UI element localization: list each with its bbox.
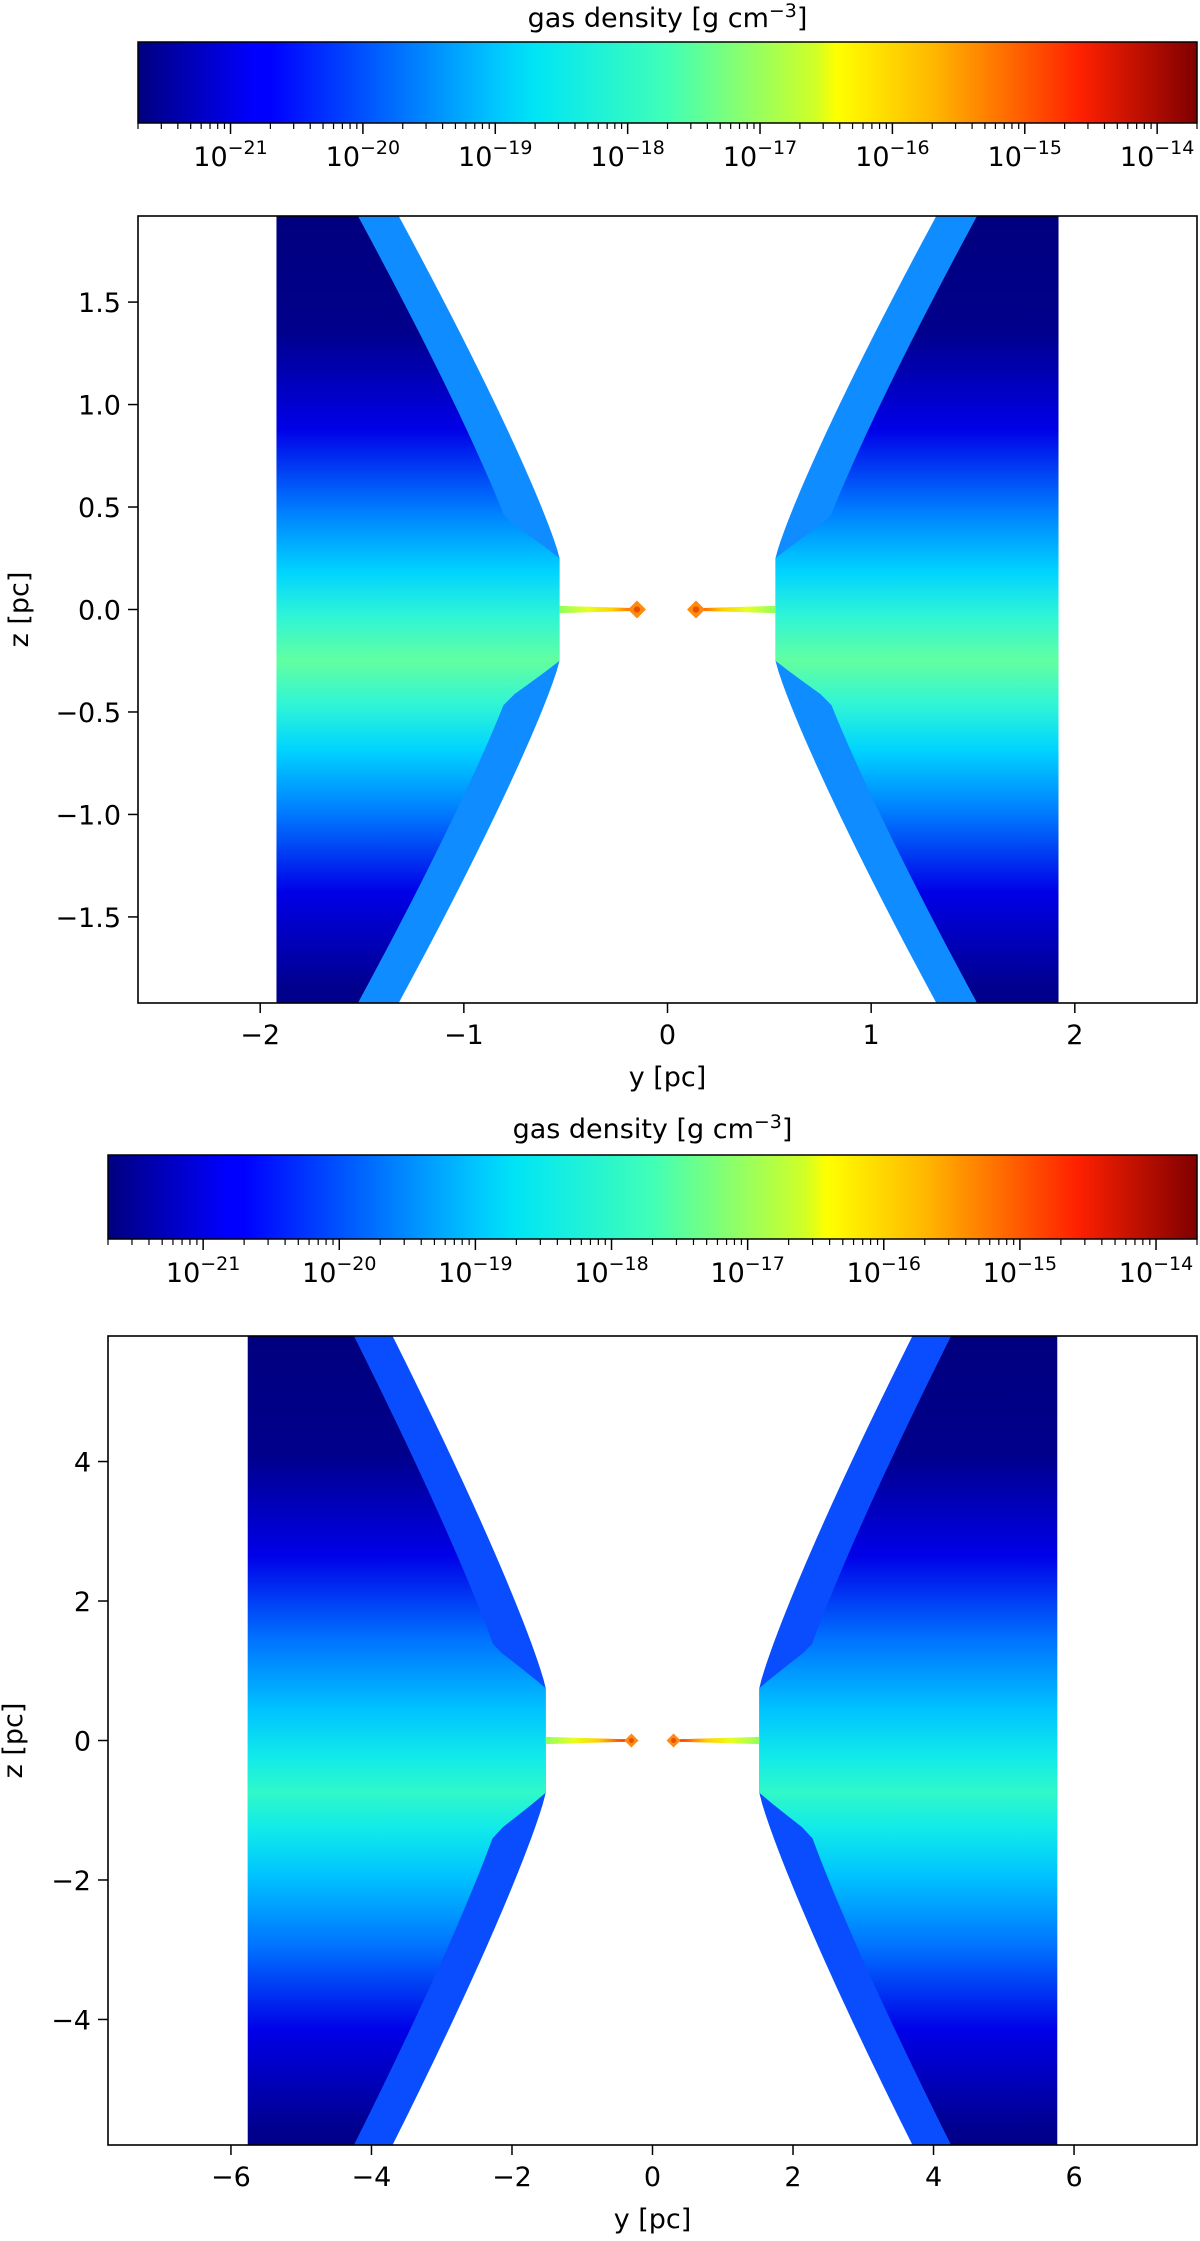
panel2-y-tick-label: 4 (74, 1448, 91, 1479)
panel1-y-tick-label: 1.5 (78, 288, 121, 319)
panel2-colorbar-tick-label: 10−18 (574, 1253, 648, 1289)
panel1-colorbar-tick-label: 10−14 (1120, 137, 1194, 173)
panel2-sink-core (628, 1738, 634, 1743)
panel1-colorbar-tick-label: 10−16 (855, 137, 929, 173)
panel2-envelope-left (247, 1336, 546, 2145)
panel2-x-tick-label: 4 (925, 2162, 942, 2193)
panel2-y-tick-label: −4 (51, 2005, 91, 2036)
panel1-y-tick-label: −1.0 (55, 800, 121, 831)
panel1-y-axis-label: z [pc] (4, 572, 35, 648)
panel2-x-tick-label: 2 (784, 2162, 801, 2193)
panel1-midplane-stream-right (693, 605, 776, 614)
panel2-sink-core (671, 1738, 677, 1743)
panel1-x-tick-label: 0 (659, 1020, 676, 1051)
panel2-colorbar-tick-label: 10−14 (1119, 1253, 1193, 1289)
panel1-plot-area (276, 216, 1059, 1003)
panel1-envelope-left (276, 216, 560, 1003)
panel1: gas density [g cm−3] 10−21 10−20 10−19 10−18… (4, 0, 1198, 1093)
panel1-colorbar-tick-label: 10−21 (193, 137, 267, 173)
panel1-sink-core (633, 606, 641, 613)
panel2-x-tick-label: −6 (211, 2162, 251, 2193)
panel1-x-tick-label: −1 (444, 1020, 484, 1051)
panel2-x-tick-label: 0 (644, 2162, 661, 2193)
panel1-colorbar (138, 42, 1197, 123)
panel2-midplane-stream-left (545, 1736, 626, 1745)
panel2-colorbar-tick-label: 10−21 (166, 1253, 240, 1289)
panel2-x-tick-label: 6 (1065, 2162, 1082, 2193)
panel1-x-tick-label: −2 (240, 1020, 280, 1051)
panel2-y-tick-label: −2 (51, 1866, 91, 1897)
panel2-colorbar-tick-label: 10−19 (438, 1253, 512, 1289)
panel1-y-tick-label: −1.5 (55, 903, 121, 934)
panel1-x-axis-label: y [pc] (629, 1062, 707, 1093)
panel2-colorbar-tick-label: 10−17 (710, 1253, 784, 1289)
panel2-colorbar-label: gas density [g cm−3] (513, 1111, 793, 1145)
panel2-x-tick-label: −4 (352, 2162, 392, 2193)
panel1-colorbar-tick-label: 10−15 (988, 137, 1062, 173)
panel1-colorbar-tick-label: 10−19 (458, 137, 532, 173)
panel2-colorbar-tick-label: 10−20 (302, 1253, 376, 1289)
panel1-x-tick-label: 1 (863, 1020, 880, 1051)
panel1-y-tick-label: 0.5 (78, 493, 121, 524)
panel2-colorbar-tick-label: 10−16 (847, 1253, 921, 1289)
panel1-colorbar-tick-label: 10−20 (326, 137, 400, 173)
panel1-y-tick-label: 0.0 (78, 596, 121, 627)
panel2-colorbar-tick-label: 10−15 (983, 1253, 1057, 1289)
panel2-y-tick-label: 0 (74, 1727, 91, 1758)
panel2: gas density [g cm−3] 10−21 10−20 10−19 10−18… (0, 1111, 1198, 2235)
panel2-colorbar (108, 1155, 1197, 1239)
panel2-plot-area (247, 1336, 1058, 2145)
panel1-envelope-right (775, 216, 1059, 1003)
panel2-envelope-right (759, 1336, 1058, 2145)
panel1-colorbar-tick-label: 10−17 (723, 137, 797, 173)
panel2-y-axis-label: z [pc] (0, 1703, 29, 1779)
panel1-colorbar-label: gas density [g cm−3] (528, 0, 808, 34)
panel1-y-tick-label: −0.5 (55, 698, 121, 729)
panel1-colorbar-tick-label: 10−18 (590, 137, 664, 173)
panel2-y-tick-label: 2 (74, 1587, 91, 1618)
panel1-x-tick-label: 2 (1066, 1020, 1083, 1051)
panel2-midplane-stream-right (679, 1736, 760, 1745)
panel2-x-axis-label: y [pc] (614, 2204, 692, 2235)
panel2-x-tick-label: −2 (492, 2162, 532, 2193)
panel1-sink-core (692, 606, 700, 613)
panel1-y-tick-label: 1.0 (78, 391, 121, 422)
panel1-midplane-stream-left (559, 605, 642, 614)
